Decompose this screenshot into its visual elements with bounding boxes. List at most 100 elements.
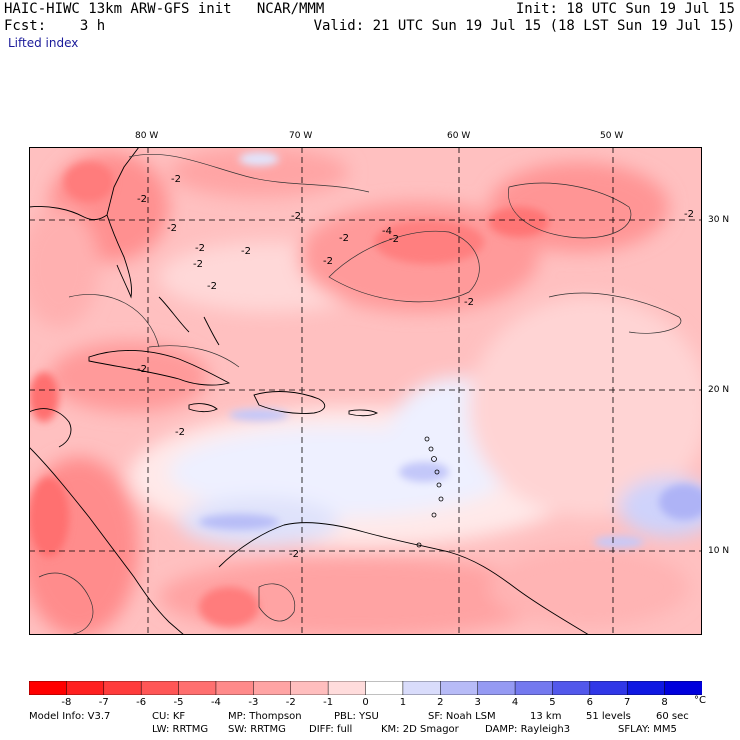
colorbar-swatch: [178, 681, 217, 695]
shade-gulf: [29, 207, 99, 327]
lat-label-10n: 10 N: [708, 546, 730, 556]
model-info-lw: LW: RRTMG: [152, 724, 209, 735]
coast-jamaica: [188, 403, 218, 413]
streak-2: [229, 409, 289, 421]
coast-south-america: [218, 522, 590, 635]
colorbar-tick-label: 1: [399, 697, 407, 708]
contour-label: -2: [339, 233, 349, 244]
lon-label-80w: 80 W: [135, 131, 159, 141]
coast-hispaniola: [253, 391, 326, 414]
model-info-km: KM: 2D Smagor: [381, 724, 459, 735]
field-name: Lifted index: [8, 36, 79, 50]
contours: [38, 153, 682, 635]
contour-label: -2: [207, 281, 217, 292]
positive-streaks: [199, 152, 702, 548]
colorbar-swatch: [477, 681, 516, 695]
patch-6: [29, 372, 59, 422]
model-info-diff: DIFF: full: [309, 724, 353, 735]
colorbar-swatch: [440, 681, 479, 695]
contour-label: -2: [171, 174, 181, 185]
model-info-damp: DAMP: Rayleigh3: [485, 724, 571, 735]
colorbar-swatch: [626, 681, 666, 695]
streak-5: [594, 536, 644, 548]
graticule: [29, 147, 702, 635]
colorbar-swatch: [29, 681, 67, 695]
contour-label: -2: [137, 194, 147, 205]
forecast-hour: Fcst: 3 h: [4, 18, 106, 34]
coast-puerto-rico: [348, 409, 379, 417]
patch-2: [489, 207, 549, 237]
colorbar-swatch: [589, 681, 628, 695]
model-info-levels: 51 levels: [586, 711, 631, 722]
valid-time: Valid: 21 UTC Sun 19 Jul 15 (18 LST Sun …: [313, 18, 735, 34]
colorbar-swatch: [402, 681, 441, 695]
colorbar: [29, 681, 702, 695]
model-info-resolution: 13 km: [530, 711, 562, 722]
lon-label-70w: 70 W: [289, 131, 313, 141]
colorbar-tick-label: -1: [323, 697, 334, 708]
streak-4: [659, 484, 702, 520]
colorbar-tick-label: 2: [437, 697, 444, 708]
model-info-timestep: 60 sec: [656, 711, 689, 722]
coast-florida-west: [106, 214, 132, 299]
contour-label: -2: [323, 256, 333, 267]
colorbar-swatch: [66, 681, 105, 695]
colorbar-swatch: [103, 681, 142, 695]
shade-northeast-core: [489, 162, 669, 252]
contour-label: -2: [167, 223, 177, 234]
colorbar-tick-label: -7: [98, 697, 109, 708]
patch-5: [64, 162, 114, 202]
map-frame: [29, 147, 702, 635]
colorbar-tick-label: -3: [248, 697, 259, 708]
streak-1: [199, 514, 279, 530]
colorbar-tick-label: 5: [549, 697, 556, 708]
model-info-sf: SF: Noah LSM: [428, 711, 496, 722]
colorbar-tick-label: 3: [474, 697, 481, 708]
colorbar-swatch: [140, 681, 180, 695]
colorbar-tick-label: -8: [61, 697, 72, 708]
contour-label: -2: [137, 364, 147, 375]
contour-label: -2: [684, 209, 694, 220]
contour-label: -4: [382, 226, 392, 237]
patch-4: [199, 587, 259, 627]
model-info-sflay: SFLAY: MM5: [618, 724, 677, 735]
contour-label: -2: [291, 211, 301, 222]
lat-label-30n: 30 N: [708, 215, 730, 225]
title-line-1: HAIC-HIWC 13km ARW-GFS init NCAR/MMM: [4, 1, 325, 17]
lon-label-60w: 60 W: [447, 131, 471, 141]
shade-cuba: [49, 342, 209, 412]
coast-bahamas: [158, 296, 220, 346]
model-info-mp: MP: Thompson: [228, 711, 302, 722]
lon-label-50w: 50 W: [600, 131, 624, 141]
lifted-index-map: -2 -2 -2 -2 -2 -2 -2 -2 -4 -2 -2 -2 -2 -…: [29, 147, 702, 635]
shade-south-america: [159, 557, 559, 635]
colorbar-tick-label: 0: [362, 697, 369, 708]
colorbar-tick-label: -2: [285, 697, 296, 708]
colorbar-tick-label: -5: [173, 697, 184, 708]
colorbar-tick-label: 4: [511, 697, 519, 708]
colorbar-swatch: [514, 681, 553, 695]
contour-label: -2: [289, 549, 299, 560]
colorbar-swatch: [327, 681, 367, 695]
colorbar-tick-label: -4: [210, 697, 221, 708]
patch-1: [374, 220, 484, 264]
contour-label: -2: [389, 234, 399, 245]
colorbar-swatch: [290, 681, 329, 695]
contour-label: -2: [464, 297, 474, 308]
shade-east-subtropic: [469, 297, 702, 517]
coastlines: [29, 147, 590, 635]
colorbar-unit: °C: [694, 695, 706, 706]
coast-yucatan: [29, 408, 72, 448]
colorbar-tick-label: 6: [586, 697, 594, 708]
streak-3: [399, 462, 449, 482]
lat-label-20n: 20 N: [708, 385, 730, 395]
colorbar-swatch: [215, 681, 254, 695]
patch-3: [29, 477, 69, 557]
coast-central-america: [29, 446, 185, 635]
init-time: Init: 18 UTC Sun 19 Jul 15: [515, 1, 735, 17]
colorbar-tick-label: 7: [624, 697, 631, 708]
colorbar-swatch: [365, 681, 404, 695]
streak-6: [239, 152, 279, 166]
colorbar-swatch: [552, 681, 591, 695]
contour-label-layer: -2 -2 -2 -2 -2 -2 -2 -2 -4 -2 -2 -2 -2 -…: [137, 174, 694, 560]
